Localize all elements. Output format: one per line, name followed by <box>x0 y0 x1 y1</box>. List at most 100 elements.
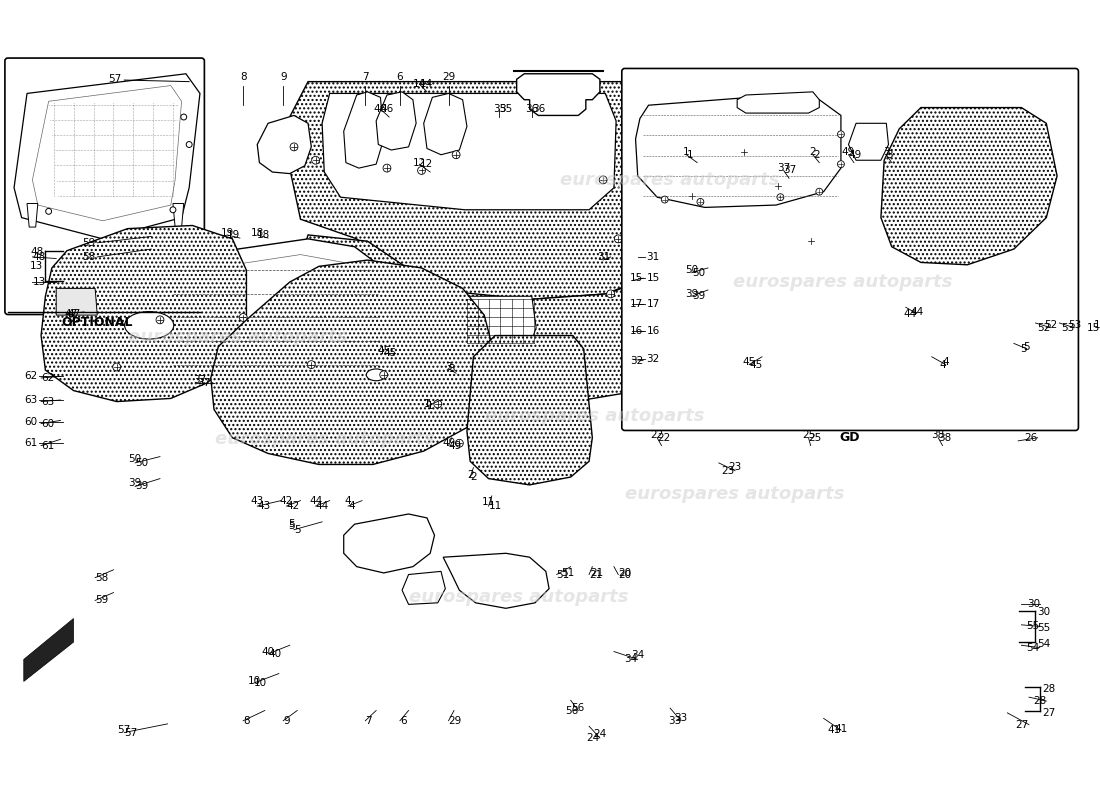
Text: 30: 30 <box>1026 599 1039 610</box>
Polygon shape <box>848 123 889 160</box>
Text: 50: 50 <box>692 268 705 278</box>
Text: 50: 50 <box>135 458 149 468</box>
Polygon shape <box>740 196 1035 302</box>
Polygon shape <box>343 92 384 168</box>
Text: 32: 32 <box>630 356 644 366</box>
Text: 3: 3 <box>883 147 890 158</box>
Text: 35: 35 <box>493 104 506 114</box>
Text: 41: 41 <box>834 723 847 734</box>
Circle shape <box>777 194 784 201</box>
Polygon shape <box>150 239 398 377</box>
Text: 49: 49 <box>842 147 855 158</box>
Text: 27: 27 <box>1042 708 1055 718</box>
Polygon shape <box>881 107 1057 265</box>
Polygon shape <box>173 203 184 227</box>
Text: 1: 1 <box>427 402 433 411</box>
Text: 63: 63 <box>41 397 54 406</box>
Text: 46: 46 <box>374 104 387 114</box>
Text: 14: 14 <box>412 79 426 89</box>
Circle shape <box>455 439 463 447</box>
Text: 19: 19 <box>220 228 233 238</box>
Text: 5: 5 <box>294 525 300 534</box>
Text: 51: 51 <box>557 570 570 579</box>
Text: 29: 29 <box>449 716 462 726</box>
Polygon shape <box>322 94 616 210</box>
Text: 4: 4 <box>344 496 351 506</box>
Circle shape <box>383 164 390 172</box>
Text: 4: 4 <box>943 358 949 367</box>
Text: eurospares autoparts: eurospares autoparts <box>128 328 348 346</box>
Text: 9: 9 <box>279 72 286 82</box>
Text: 36: 36 <box>525 104 538 114</box>
Text: 44: 44 <box>910 307 923 317</box>
Text: 8: 8 <box>240 72 246 82</box>
Text: 37: 37 <box>194 375 207 386</box>
Text: 37: 37 <box>197 378 210 388</box>
Polygon shape <box>376 92 416 150</box>
Text: 45: 45 <box>742 358 756 367</box>
Text: 23: 23 <box>728 462 741 472</box>
Circle shape <box>311 156 319 164</box>
Text: 5: 5 <box>1020 344 1026 354</box>
Text: 44: 44 <box>316 501 329 511</box>
Text: 17: 17 <box>647 299 660 309</box>
Text: 15: 15 <box>1087 322 1100 333</box>
Text: 59: 59 <box>81 238 95 248</box>
Text: 22: 22 <box>657 433 670 442</box>
Text: 20: 20 <box>618 568 631 578</box>
Polygon shape <box>257 115 311 174</box>
Text: 49: 49 <box>442 438 455 448</box>
Text: 11: 11 <box>488 501 502 511</box>
Text: eurospares autoparts: eurospares autoparts <box>560 171 780 189</box>
Text: 1: 1 <box>686 150 693 160</box>
Text: 31: 31 <box>647 252 660 262</box>
Text: 41: 41 <box>827 725 840 735</box>
Circle shape <box>688 192 695 199</box>
Text: 1: 1 <box>683 147 690 158</box>
Text: 51: 51 <box>561 568 574 578</box>
Circle shape <box>433 400 442 408</box>
Text: 43: 43 <box>251 496 264 506</box>
Text: eurospares autoparts: eurospares autoparts <box>625 486 845 503</box>
FancyBboxPatch shape <box>621 69 1078 430</box>
Text: 2: 2 <box>810 147 816 158</box>
Text: 45: 45 <box>377 346 390 356</box>
Text: eurospares autoparts: eurospares autoparts <box>734 273 953 291</box>
Text: 58: 58 <box>95 573 109 582</box>
Circle shape <box>186 142 192 147</box>
Text: 42: 42 <box>279 496 293 506</box>
Text: 3: 3 <box>449 363 455 374</box>
Text: 5: 5 <box>288 519 295 530</box>
Text: 37: 37 <box>783 166 796 175</box>
Circle shape <box>806 238 815 245</box>
Text: 56: 56 <box>565 706 579 715</box>
Text: 12: 12 <box>412 158 426 167</box>
Text: 11: 11 <box>482 497 495 507</box>
Circle shape <box>837 161 845 168</box>
Text: 24: 24 <box>593 729 606 739</box>
Text: 45: 45 <box>749 360 762 370</box>
Text: 13: 13 <box>32 277 46 287</box>
Text: 35: 35 <box>499 104 513 114</box>
Text: 17: 17 <box>630 299 644 309</box>
Text: 18: 18 <box>251 228 264 238</box>
Text: eurospares autoparts: eurospares autoparts <box>409 587 628 606</box>
Polygon shape <box>289 82 692 299</box>
Text: 22: 22 <box>650 430 663 440</box>
Circle shape <box>113 363 121 371</box>
Text: 18: 18 <box>257 230 271 240</box>
Polygon shape <box>403 571 446 604</box>
Circle shape <box>607 290 615 298</box>
Polygon shape <box>460 296 536 346</box>
Text: 31: 31 <box>597 252 611 262</box>
Text: 49: 49 <box>848 150 861 160</box>
Text: 10: 10 <box>254 678 267 688</box>
Polygon shape <box>517 74 600 115</box>
Polygon shape <box>744 274 794 314</box>
Text: 21: 21 <box>590 570 603 579</box>
Text: 39: 39 <box>685 289 698 299</box>
Text: 3: 3 <box>887 150 893 160</box>
Text: 6: 6 <box>397 72 404 82</box>
Text: 5: 5 <box>288 521 295 530</box>
Text: 28: 28 <box>1042 684 1055 694</box>
